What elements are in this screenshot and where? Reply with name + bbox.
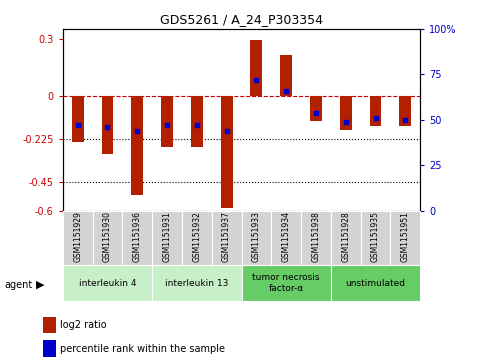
Point <box>74 122 82 128</box>
Bar <box>280 55 292 96</box>
Point <box>312 110 320 115</box>
Point <box>163 122 171 128</box>
Text: GSM1151935: GSM1151935 <box>371 211 380 262</box>
Bar <box>161 96 173 147</box>
Text: GSM1151937: GSM1151937 <box>222 211 231 262</box>
Text: interleukin 13: interleukin 13 <box>165 279 228 287</box>
FancyBboxPatch shape <box>93 211 122 265</box>
Text: interleukin 4: interleukin 4 <box>79 279 136 287</box>
Text: GSM1151951: GSM1151951 <box>401 211 410 262</box>
Point <box>193 122 201 128</box>
Point <box>372 115 380 121</box>
Text: GSM1151929: GSM1151929 <box>73 211 82 262</box>
FancyBboxPatch shape <box>152 265 242 301</box>
Bar <box>131 96 143 195</box>
Bar <box>191 96 203 147</box>
FancyBboxPatch shape <box>63 265 152 301</box>
Text: GSM1151932: GSM1151932 <box>192 211 201 262</box>
Text: GSM1151928: GSM1151928 <box>341 212 350 262</box>
FancyBboxPatch shape <box>122 211 152 265</box>
FancyBboxPatch shape <box>331 211 361 265</box>
Text: GSM1151930: GSM1151930 <box>103 211 112 262</box>
Text: GSM1151936: GSM1151936 <box>133 211 142 262</box>
Bar <box>221 96 233 208</box>
FancyBboxPatch shape <box>242 265 331 301</box>
Point <box>342 119 350 125</box>
FancyBboxPatch shape <box>271 211 301 265</box>
Text: GSM1151938: GSM1151938 <box>312 211 320 262</box>
Text: log2 ratio: log2 ratio <box>60 321 107 330</box>
FancyBboxPatch shape <box>63 211 93 265</box>
Bar <box>310 96 322 121</box>
Title: GDS5261 / A_24_P303354: GDS5261 / A_24_P303354 <box>160 13 323 26</box>
FancyBboxPatch shape <box>301 211 331 265</box>
Point <box>253 77 260 83</box>
Text: unstimulated: unstimulated <box>345 279 406 287</box>
Text: percentile rank within the sample: percentile rank within the sample <box>60 344 225 354</box>
Bar <box>340 96 352 130</box>
FancyBboxPatch shape <box>390 211 420 265</box>
Text: tumor necrosis
factor-α: tumor necrosis factor-α <box>253 273 320 293</box>
Bar <box>369 96 382 126</box>
Point <box>282 88 290 94</box>
Text: ▶: ▶ <box>36 280 45 290</box>
Point <box>104 124 112 130</box>
Bar <box>43 317 56 333</box>
Bar <box>101 96 114 154</box>
Bar <box>399 96 412 126</box>
FancyBboxPatch shape <box>242 211 271 265</box>
FancyBboxPatch shape <box>182 211 212 265</box>
FancyBboxPatch shape <box>212 211 242 265</box>
Bar <box>43 340 56 357</box>
Text: agent: agent <box>5 280 33 290</box>
Bar <box>72 96 84 142</box>
Text: GSM1151931: GSM1151931 <box>163 211 171 262</box>
Point <box>401 117 409 123</box>
Bar <box>251 40 262 96</box>
Text: GSM1151934: GSM1151934 <box>282 211 291 262</box>
Text: GSM1151933: GSM1151933 <box>252 211 261 262</box>
FancyBboxPatch shape <box>361 211 390 265</box>
Point <box>133 128 141 134</box>
Point <box>223 128 230 134</box>
FancyBboxPatch shape <box>331 265 420 301</box>
FancyBboxPatch shape <box>152 211 182 265</box>
